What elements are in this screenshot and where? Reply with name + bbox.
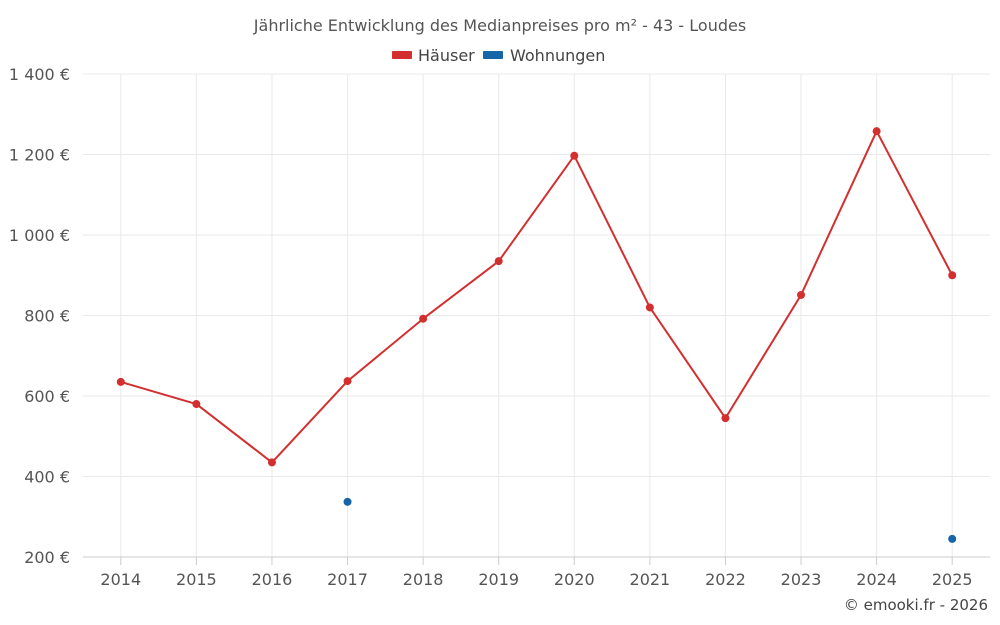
- y-tick-label: 400 €: [24, 468, 70, 487]
- x-tick-label: 2022: [705, 570, 746, 589]
- data-point-haeuser-2023[interactable]: [797, 290, 806, 299]
- legend-swatch-haeuser: [392, 51, 412, 59]
- data-point-haeuser-2018[interactable]: [419, 314, 428, 323]
- data-point-haeuser-2019[interactable]: [494, 257, 503, 266]
- chart-title: Jährliche Entwicklung des Medianpreises …: [253, 16, 746, 35]
- data-point-haeuser-2017[interactable]: [343, 377, 352, 386]
- x-tick-label: 2017: [327, 570, 368, 589]
- x-tick-label: 2019: [478, 570, 519, 589]
- y-tick-label: 1 200 €: [9, 146, 70, 165]
- data-point-haeuser-2015[interactable]: [192, 400, 201, 409]
- y-tick-label: 600 €: [24, 387, 70, 406]
- y-tick-label: 1 000 €: [9, 226, 70, 245]
- data-point-haeuser-2020[interactable]: [570, 151, 579, 160]
- data-point-wohnungen-2025[interactable]: [948, 534, 957, 543]
- series: [116, 127, 957, 543]
- data-point-haeuser-2025[interactable]: [948, 271, 957, 280]
- data-point-haeuser-2024[interactable]: [872, 127, 881, 136]
- y-tick-label: 1 400 €: [9, 65, 70, 84]
- data-point-haeuser-2016[interactable]: [267, 458, 276, 467]
- x-tick-label: 2016: [252, 570, 293, 589]
- x-tick-label: 2014: [100, 570, 141, 589]
- x-tick-label: 2015: [176, 570, 217, 589]
- legend: Häuser Wohnungen: [392, 46, 605, 65]
- data-point-wohnungen-2017[interactable]: [343, 497, 352, 506]
- gridlines: [83, 73, 990, 557]
- axes: 200 € 400 € 600 € 800 € 1 000 € 1 200 € 1 400 …: [9, 65, 990, 589]
- data-point-haeuser-2014[interactable]: [116, 377, 125, 386]
- series-line-haeuser: [120, 130, 954, 464]
- x-tick-label: 2020: [554, 570, 595, 589]
- credit-text: © emooki.fr - 2026: [844, 596, 988, 614]
- legend-swatch-wohnungen: [483, 51, 503, 59]
- x-tick-label: 2021: [630, 570, 671, 589]
- legend-label-wohnungen: Wohnungen: [510, 46, 605, 65]
- x-tick-label: 2024: [856, 570, 897, 589]
- y-tick-label: 800 €: [24, 307, 70, 326]
- legend-item-wohnungen[interactable]: Wohnungen: [483, 46, 605, 65]
- series-wohnungen: [343, 497, 957, 543]
- x-tick-label: 2023: [781, 570, 822, 589]
- legend-item-haeuser[interactable]: Häuser: [392, 46, 475, 65]
- series-haeuser: [116, 127, 957, 467]
- x-tick-label: 2025: [932, 570, 973, 589]
- x-tick-label: 2018: [403, 570, 444, 589]
- y-tick-label: 200 €: [24, 548, 70, 567]
- data-point-haeuser-2021[interactable]: [645, 303, 654, 312]
- data-point-haeuser-2022[interactable]: [721, 414, 730, 423]
- legend-label-haeuser: Häuser: [418, 46, 475, 65]
